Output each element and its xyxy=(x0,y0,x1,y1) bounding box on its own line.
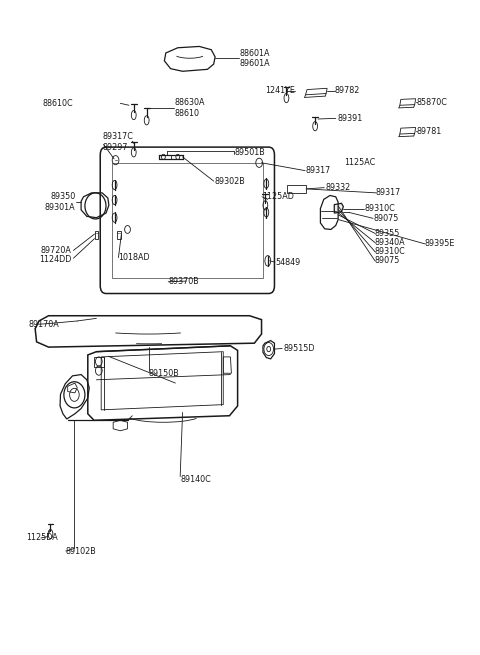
Text: 89720A: 89720A xyxy=(41,246,72,255)
Text: 89395E: 89395E xyxy=(425,239,455,248)
Text: 89782: 89782 xyxy=(335,86,360,96)
Text: 89075: 89075 xyxy=(373,214,398,223)
Text: 89340A: 89340A xyxy=(375,238,406,247)
Polygon shape xyxy=(334,203,343,213)
Text: 89350
89301A: 89350 89301A xyxy=(45,193,75,212)
Bar xyxy=(287,185,306,193)
Text: 89370B: 89370B xyxy=(168,277,199,286)
Text: 88610C: 88610C xyxy=(43,99,73,108)
Text: 88630A
88610: 88630A 88610 xyxy=(175,98,205,118)
Text: 89317: 89317 xyxy=(376,189,401,197)
Text: 89317: 89317 xyxy=(305,166,330,175)
Text: 1018AD: 1018AD xyxy=(119,253,150,262)
Text: 89391: 89391 xyxy=(337,114,362,123)
Text: 89317C
89297: 89317C 89297 xyxy=(103,132,133,151)
Text: 89102B: 89102B xyxy=(66,547,96,556)
Text: 89310C: 89310C xyxy=(375,247,406,256)
Text: 89302B: 89302B xyxy=(214,177,245,185)
Text: 89075: 89075 xyxy=(375,256,400,265)
Text: 89150B: 89150B xyxy=(148,369,179,378)
Text: 89310C: 89310C xyxy=(364,204,395,213)
Text: 85870C: 85870C xyxy=(417,98,447,107)
Text: 54849: 54849 xyxy=(275,257,300,267)
Text: 1125AD: 1125AD xyxy=(262,193,294,201)
Text: 89332: 89332 xyxy=(325,183,350,192)
Text: 89170A: 89170A xyxy=(28,320,59,329)
Text: 1124DD: 1124DD xyxy=(39,255,72,264)
Text: 1241YE: 1241YE xyxy=(264,86,295,96)
Text: 89140C: 89140C xyxy=(180,475,211,483)
Text: 89515D: 89515D xyxy=(283,344,314,353)
Text: 1125DA: 1125DA xyxy=(26,533,58,542)
Bar xyxy=(112,163,263,278)
Text: 89501B: 89501B xyxy=(234,149,265,157)
Text: 88601A
89601A: 88601A 89601A xyxy=(240,48,271,68)
Text: 89355: 89355 xyxy=(375,229,400,238)
Text: 89781: 89781 xyxy=(417,127,442,136)
Text: 1125AC: 1125AC xyxy=(344,159,375,167)
